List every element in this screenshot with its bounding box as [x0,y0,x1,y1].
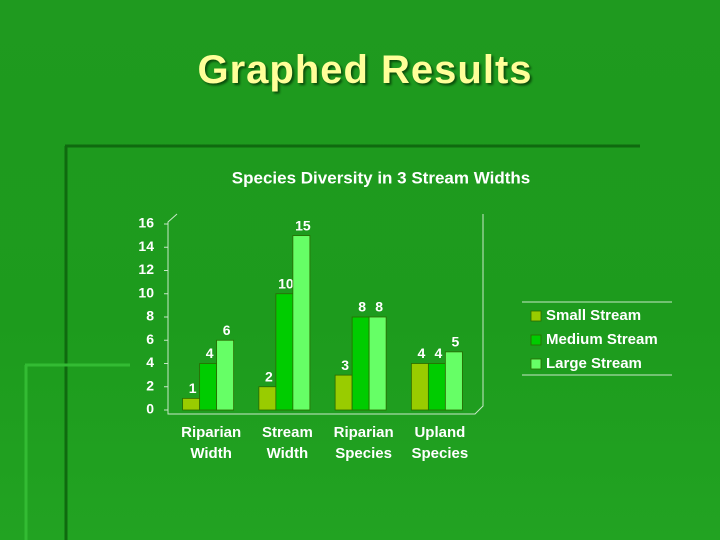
legend-label: Small Stream [546,307,641,324]
legend-swatch [530,334,542,346]
data-label: 3 [341,357,349,373]
bar [292,235,311,411]
x-tick-label: Upland Species [411,424,469,462]
bar [334,374,353,411]
bar [199,363,218,411]
y-tick-label: 14 [138,238,154,254]
y-tick-label: 16 [138,215,154,231]
legend-label: Large Stream [546,355,642,372]
data-label: 4 [417,345,425,361]
data-label: 4 [434,345,442,361]
y-tick-label: 4 [146,354,154,370]
bar [427,363,446,411]
slide-title: Graphed Results [197,48,533,92]
y-tick-label: 8 [146,308,154,324]
bar [182,397,201,411]
x-tick-label: Stream Width [261,424,313,462]
data-label: 1 [189,380,197,396]
legend-label: Medium Stream [546,331,658,348]
bar [368,316,387,411]
y-tick-label: 6 [146,331,154,347]
x-tick-label: Riparian Width [181,424,242,462]
data-label: 2 [265,368,273,384]
bar [444,351,463,411]
data-label: 5 [451,334,459,350]
legend-swatch [530,310,542,322]
data-label: 8 [358,299,366,315]
bar [275,293,294,411]
legend-swatch [530,358,542,370]
data-label: 4 [206,345,214,361]
chart-title: Species Diversity in 3 Stream Widths [232,168,530,187]
bar [351,316,370,411]
y-tick-label: 2 [146,377,154,393]
data-label: 8 [375,299,383,315]
data-label: 10 [278,275,294,291]
x-tick-label: Riparian Species [333,424,394,462]
bar [258,386,277,411]
data-label: 6 [223,322,231,338]
y-tick-label: 12 [138,261,154,277]
bar [410,363,429,411]
bar [216,339,235,411]
data-label: 15 [295,217,311,233]
y-tick-label: 0 [146,401,154,417]
plot-frame [167,213,484,415]
y-tick-label: 10 [138,284,154,300]
